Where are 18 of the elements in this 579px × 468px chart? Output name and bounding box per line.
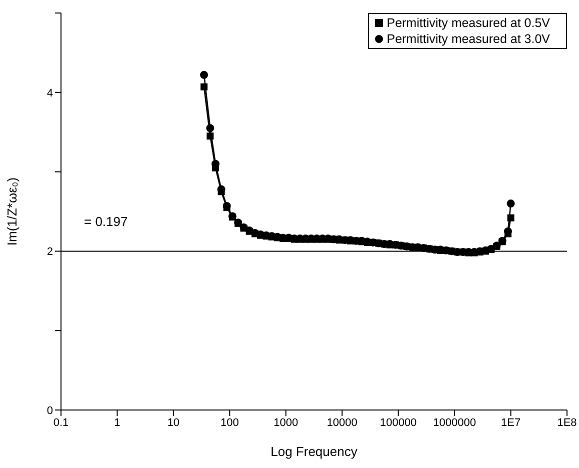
- x-tick-label: 100000: [380, 416, 417, 429]
- x-tick-label: 1000000: [433, 416, 476, 429]
- legend-label: Permittivity measured at 3.0V: [386, 32, 550, 46]
- x-axis-title: Log Frequency: [270, 444, 358, 459]
- x-tick-label: 1E8: [557, 416, 577, 429]
- x-tick-label: 0.1: [53, 416, 69, 429]
- y-tick-label: 0: [46, 404, 53, 417]
- x-tick-label: 10: [167, 416, 180, 429]
- y-tick-label: 2: [46, 246, 53, 258]
- x-tick-label: 10000: [326, 416, 358, 429]
- annotation: = 0.197: [84, 214, 128, 229]
- x-tick-label: 100: [220, 416, 239, 429]
- y-axis-title: Im(1/Z*ωε₀): [4, 177, 20, 246]
- x-tick-label: 1: [114, 416, 120, 429]
- y-tick-label: 4: [46, 87, 53, 100]
- x-tick-label: 1E7: [500, 416, 521, 429]
- legend-label: Permittivity measured at 0.5V: [386, 16, 550, 30]
- x-tick-label: 1000: [274, 416, 298, 429]
